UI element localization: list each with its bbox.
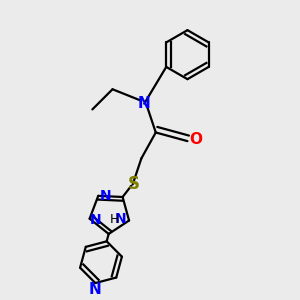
Text: N: N: [90, 213, 102, 227]
Text: N: N: [89, 282, 102, 297]
Text: H: H: [110, 213, 119, 226]
Text: N: N: [100, 189, 111, 203]
Text: N: N: [138, 96, 151, 111]
Text: N: N: [115, 212, 126, 226]
Text: S: S: [128, 176, 140, 194]
Text: O: O: [189, 132, 202, 147]
